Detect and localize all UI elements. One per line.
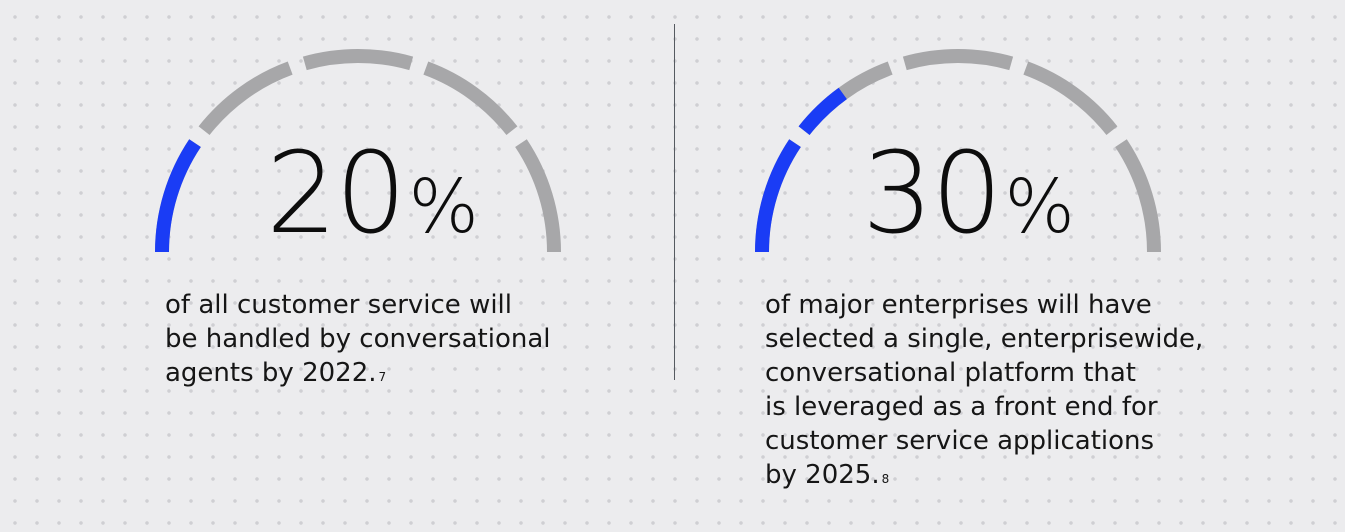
stat-conversational-agents: 20% of all customer service will be hand… [150, 0, 710, 532]
gauge-track-segment [198, 61, 293, 136]
gauge-fill-segment [155, 139, 201, 253]
stat-number: 20 [266, 129, 407, 259]
gauge-arc-30 [755, 49, 1161, 253]
gauge-track-segment [1115, 139, 1161, 253]
gauge-track-segment [1023, 61, 1118, 136]
description-line: of all customer service will [165, 290, 513, 320]
gauge-track-segment [515, 139, 561, 253]
description-line: agents by 2022. 7 [165, 358, 387, 388]
description-line: customer service applications [765, 426, 1155, 456]
stat-number: 30 [862, 129, 1003, 259]
description-line: is leveraged as a front end for [765, 392, 1158, 422]
description-line: selected a single, enterprisewide, [765, 324, 1204, 354]
gauge-fill-segment [798, 87, 848, 136]
stat-description: of all customer service will be handled … [165, 288, 605, 390]
stat-enterprise-platform: 30% of major enterprises will have selec… [750, 0, 1310, 532]
divider [674, 24, 675, 380]
description-line: by 2025. 8 [765, 460, 890, 490]
description-line: be handled by conversational [165, 324, 551, 354]
percent-sign: % [408, 164, 479, 250]
gauge-fill-segment [755, 139, 801, 253]
stat-value: 20% [266, 138, 479, 250]
gauge-track-segment [902, 49, 1014, 71]
footnote-marker: 7 [378, 370, 387, 384]
description-line: conversational platform that [765, 358, 1136, 388]
description-line: of major enterprises will have [765, 290, 1152, 320]
gauge-arc-20 [155, 49, 561, 253]
gauge-track-segment [423, 61, 518, 136]
footnote-marker: 8 [881, 472, 890, 486]
stat-description: of major enterprises will have selected … [765, 288, 1205, 492]
gauge-track-segment [302, 49, 414, 71]
stat-value: 30% [862, 138, 1075, 250]
percent-sign: % [1004, 164, 1075, 250]
